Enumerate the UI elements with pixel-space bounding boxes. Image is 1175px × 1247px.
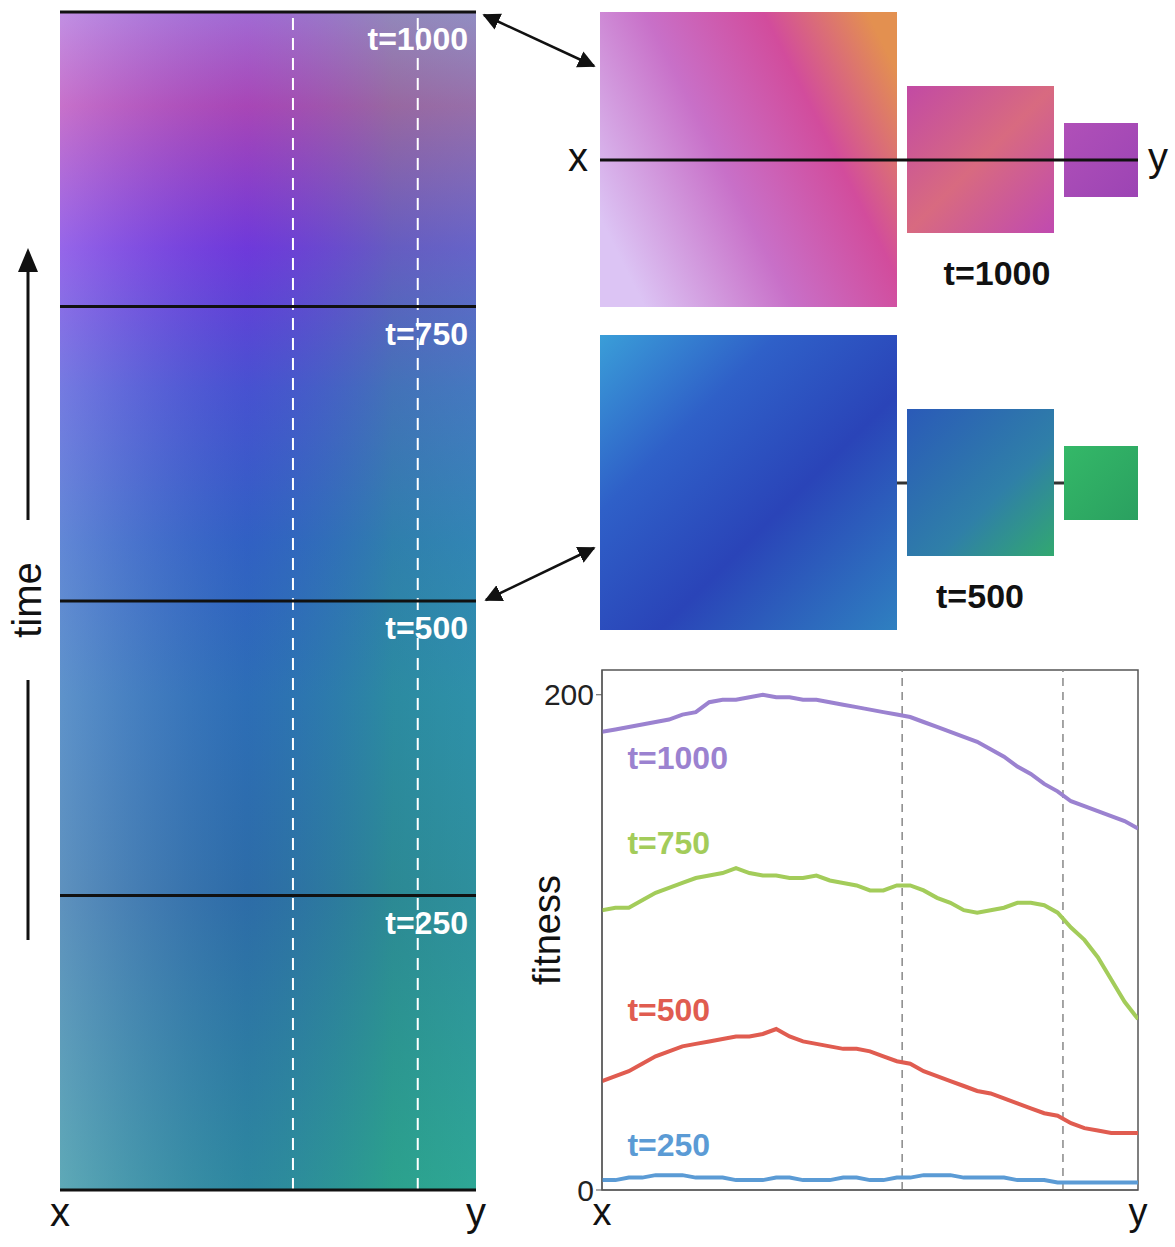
svg-text:t=1000: t=1000 xyxy=(944,254,1051,292)
svg-text:t=250: t=250 xyxy=(385,905,468,941)
svg-text:t=750: t=750 xyxy=(385,316,468,352)
svg-text:t=1000: t=1000 xyxy=(627,740,728,776)
svg-text:t=500: t=500 xyxy=(936,577,1024,615)
svg-text:x: x xyxy=(568,135,588,179)
svg-text:x: x xyxy=(50,1190,70,1234)
svg-text:t=250: t=250 xyxy=(627,1127,710,1163)
svg-text:y: y xyxy=(1129,1191,1148,1233)
svg-text:200: 200 xyxy=(544,678,594,711)
svg-text:t=500: t=500 xyxy=(627,992,710,1028)
svg-text:y: y xyxy=(1148,135,1168,179)
svg-text:t=1000: t=1000 xyxy=(367,21,468,57)
svg-text:t=750: t=750 xyxy=(627,825,710,861)
svg-text:0: 0 xyxy=(577,1174,594,1207)
svg-text:fitness: fitness xyxy=(526,875,568,985)
svg-text:time: time xyxy=(5,562,49,638)
svg-text:t=500: t=500 xyxy=(385,610,468,646)
svg-text:y: y xyxy=(466,1190,486,1234)
svg-text:x: x xyxy=(593,1191,612,1233)
